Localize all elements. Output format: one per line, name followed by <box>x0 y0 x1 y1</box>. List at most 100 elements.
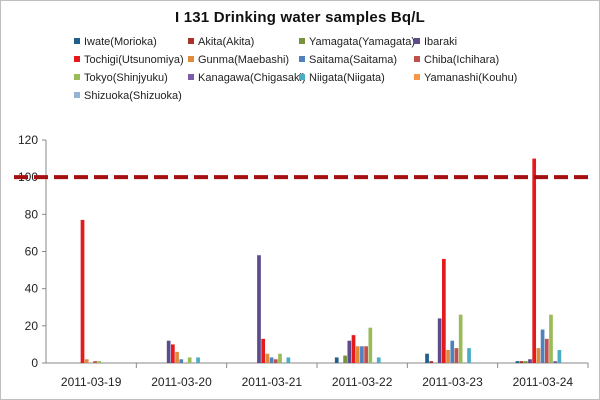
bar-ibaraki-2011-03-24 <box>528 359 532 363</box>
x-tick-label: 2011-03-22 <box>332 375 393 389</box>
legend-item-yamagata-yamagata: Yamagata(Yamagata) <box>299 36 415 48</box>
legend-swatch <box>74 38 80 44</box>
legend-item-tokyo-shinjyuku: Tokyo(Shinjyuku) <box>74 72 168 84</box>
bar-tochigi-utsunomiya-2011-03-21 <box>261 338 266 363</box>
legend-label: Iwate(Morioka) <box>84 36 157 48</box>
legend-label: Tochigi(Utsunomiya) <box>84 54 184 66</box>
bar-ibaraki-2011-03-22 <box>347 340 352 363</box>
legend-swatch <box>299 74 305 80</box>
legend-swatch <box>299 38 305 44</box>
legend-item-niigata-niigata: Niigata(Niigata) <box>299 72 385 84</box>
bar-yamagata-yamagata-2011-03-24 <box>523 361 528 363</box>
legend-item-chiba-ichihara: Chiba(Ichihara) <box>414 54 499 66</box>
legend-swatch <box>188 38 194 44</box>
bar-ibaraki-2011-03-21 <box>257 255 261 363</box>
legend-label: Chiba(Ichihara) <box>424 54 500 66</box>
legend-swatch <box>414 56 420 62</box>
chart-title: I 131 Drinking water samples Bq/L <box>174 9 425 26</box>
bar-niigata-niigata-2011-03-23 <box>467 348 471 363</box>
bar-niigata-niigata-2011-03-22 <box>376 357 381 363</box>
x-tick-label: 2011-03-19 <box>61 375 122 389</box>
legend-label: Yamagata(Yamagata) <box>309 36 415 48</box>
legend-swatch <box>74 74 80 80</box>
bar-saitama-saitama-2011-03-23 <box>450 340 455 363</box>
y-tick-label: 0 <box>31 356 38 370</box>
bar-niigata-niigata-2011-03-21 <box>286 357 291 363</box>
x-tick-label: 2011-03-20 <box>151 375 212 389</box>
legend-label: Tokyo(Shinjyuku) <box>84 72 168 84</box>
bar-iwate-morioka-2011-03-24 <box>515 361 520 363</box>
bar-tokyo-shinjyuku-2011-03-21 <box>278 353 282 363</box>
bar-gunma-maebashi-2011-03-23 <box>446 349 450 363</box>
legend-label: Saitama(Saitama) <box>309 54 398 66</box>
bar-akita-akita-2011-03-24 <box>519 361 524 363</box>
y-tick-label: 40 <box>25 282 39 296</box>
bar-gunma-maebashi-2011-03-22 <box>355 346 360 363</box>
y-tick-label: 20 <box>25 319 39 333</box>
bar-tokyo-shinjyuku-2011-03-23 <box>458 314 463 363</box>
bar-tochigi-utsunomiya-2011-03-22 <box>351 335 356 363</box>
bar-saitama-saitama-2011-03-24 <box>540 329 545 363</box>
legend-item-gunma-maebashi: Gunma(Maebashi) <box>188 54 289 66</box>
bar-tochigi-utsunomiya-2011-03-19 <box>80 219 85 363</box>
bar-chiba-ichihara-2011-03-22 <box>364 346 368 363</box>
bar-chiba-ichihara-2011-03-21 <box>273 359 278 363</box>
bar-akita-akita-2011-03-23 <box>429 361 434 363</box>
legend-item-akita-akita: Akita(Akita) <box>188 36 254 48</box>
legend-label: Gunma(Maebashi) <box>198 54 290 66</box>
legend-swatch <box>299 56 305 62</box>
legend-swatch <box>188 74 194 80</box>
bar-yamagata-yamagata-2011-03-22 <box>343 355 347 363</box>
bar-iwate-morioka-2011-03-23 <box>425 353 429 363</box>
bar-tokyo-shinjyuku-2011-03-24 <box>549 314 553 363</box>
bar-gunma-maebashi-2011-03-21 <box>265 353 270 363</box>
x-tick-label: 2011-03-23 <box>422 375 483 389</box>
y-tick-label: 80 <box>25 207 39 221</box>
bar-ibaraki-2011-03-20 <box>166 340 171 363</box>
legend-item-saitama-saitama: Saitama(Saitama) <box>299 54 397 66</box>
y-tick-label: 100 <box>18 170 38 184</box>
legend-swatch <box>188 56 194 62</box>
bar-tochigi-utsunomiya-2011-03-23 <box>442 258 446 363</box>
bar-gunma-maebashi-2011-03-24 <box>536 348 541 363</box>
legend-item-tochigi-utsunomiya: Tochigi(Utsunomiya) <box>74 54 184 66</box>
bar-chiba-ichihara-2011-03-19 <box>93 361 97 363</box>
legend-swatch <box>74 56 80 62</box>
legend-label: Niigata(Niigata) <box>309 72 385 84</box>
bar-gunma-maebashi-2011-03-20 <box>175 351 179 363</box>
bar-iwate-morioka-2011-03-22 <box>334 357 339 363</box>
legend-label: Shizuoka(Shizuoka) <box>84 90 182 102</box>
y-tick-label: 120 <box>18 133 38 147</box>
bar-niigata-niigata-2011-03-24 <box>557 349 562 363</box>
bar-saitama-saitama-2011-03-21 <box>269 357 274 363</box>
bar-ibaraki-2011-03-23 <box>437 318 442 363</box>
legend-swatch <box>414 38 420 44</box>
x-tick-label: 2011-03-21 <box>242 375 303 389</box>
legend-label: Akita(Akita) <box>198 36 255 48</box>
bar-saitama-saitama-2011-03-22 <box>360 346 364 363</box>
bar-gunma-maebashi-2011-03-19 <box>84 359 89 363</box>
bar-chiba-ichihara-2011-03-24 <box>544 338 549 363</box>
legend-swatch <box>74 92 80 98</box>
bar-niigata-niigata-2011-03-20 <box>196 357 200 363</box>
legend-item-ibaraki: Ibaraki <box>414 36 457 48</box>
bar-saitama-saitama-2011-03-20 <box>179 359 184 363</box>
legend-item-iwate-morioka: Iwate(Morioka) <box>74 36 157 48</box>
y-tick-label: 60 <box>25 245 39 259</box>
bar-tokyo-shinjyuku-2011-03-19 <box>97 361 102 363</box>
bar-tokyo-shinjyuku-2011-03-22 <box>368 327 373 363</box>
bar-tochigi-utsunomiya-2011-03-20 <box>171 344 175 363</box>
bar-tochigi-utsunomiya-2011-03-24 <box>532 158 537 363</box>
legend-label: Yamanashi(Kouhu) <box>424 72 518 84</box>
legend-item-kanagawa-chigasaki: Kanagawa(Chigasaki) <box>188 72 306 84</box>
legend-label: Kanagawa(Chigasaki) <box>198 72 306 84</box>
x-tick-label: 2011-03-24 <box>513 375 574 389</box>
bar-kanagawa-chigasaki-2011-03-24 <box>553 361 558 363</box>
bar-chiba-ichihara-2011-03-23 <box>454 348 459 363</box>
legend-swatch <box>414 74 420 80</box>
bar-tokyo-shinjyuku-2011-03-20 <box>187 357 192 363</box>
legend-label: Ibaraki <box>424 36 458 48</box>
legend-item-yamanashi-kouhu: Yamanashi(Kouhu) <box>414 72 517 84</box>
